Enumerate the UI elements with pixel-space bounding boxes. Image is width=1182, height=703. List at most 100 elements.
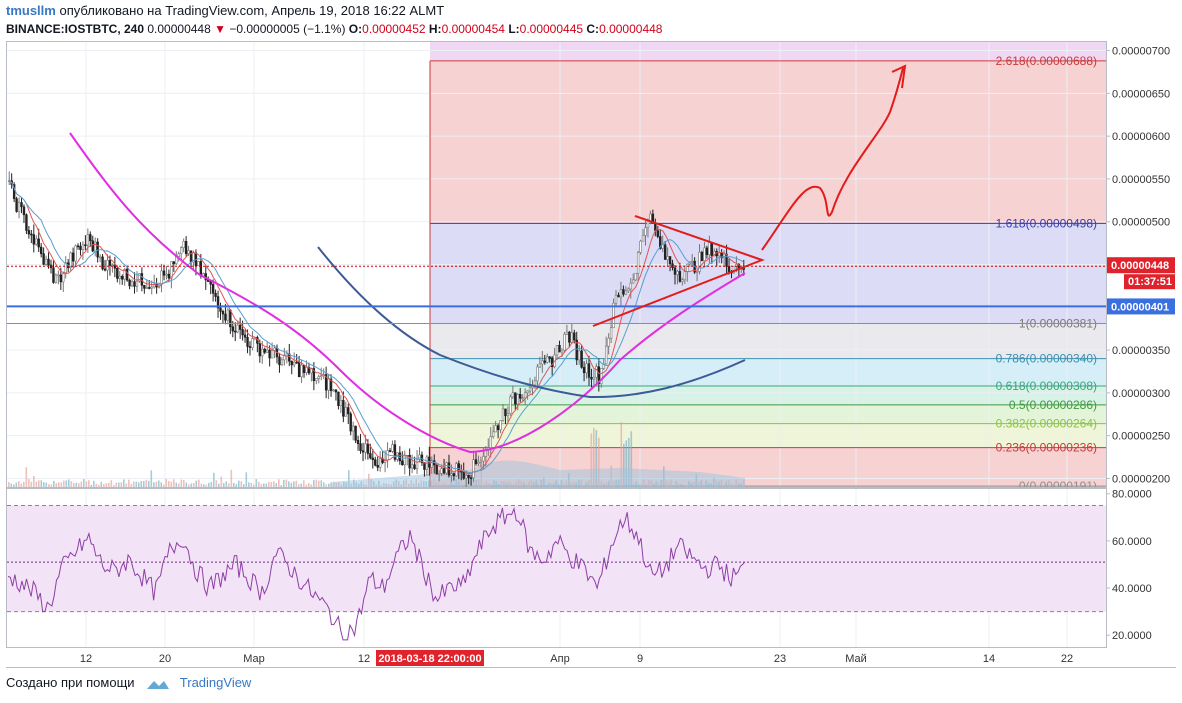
candle-body (128, 279, 131, 287)
volume-bar (8, 482, 10, 487)
candle-body (133, 281, 136, 287)
candle-body (614, 294, 618, 304)
volume-bar (215, 480, 218, 487)
candle-body (541, 360, 544, 365)
volume-bar (195, 480, 198, 487)
candle-body (170, 261, 173, 279)
candle-body (236, 324, 239, 333)
candle-body (415, 459, 419, 470)
volume-bar (68, 479, 70, 487)
candle-body (619, 289, 623, 298)
candle-body (401, 460, 404, 466)
x-tick-label: 23 (774, 653, 786, 665)
volume-bar (218, 483, 220, 487)
candle-body (349, 413, 352, 432)
candle-body (44, 258, 48, 265)
candle-body (710, 242, 714, 257)
candle-body (632, 279, 635, 284)
tradingview-logo-icon[interactable] (146, 677, 170, 691)
volume-bar (210, 482, 213, 487)
volume-bar (28, 478, 30, 487)
candle-body (89, 234, 92, 242)
volume-bar (155, 481, 158, 487)
volume-bar (260, 484, 263, 487)
symbol-name[interactable]: BINANCE:IOSTBTC, 240 (6, 22, 145, 36)
candle-body (641, 235, 645, 242)
candle-body (248, 346, 252, 348)
candle-body (452, 473, 456, 477)
volume-bar (213, 472, 215, 487)
candle-body (246, 337, 249, 347)
volume-bar (23, 481, 25, 487)
candle-body (612, 302, 615, 329)
volume-bar (38, 480, 40, 487)
candle-body (700, 251, 704, 262)
volume-bar (90, 484, 93, 487)
candle-body (666, 256, 669, 260)
y-tick-label: 0.00000200 (1112, 473, 1170, 485)
candle-body (297, 361, 301, 378)
candle-body (602, 363, 605, 369)
candle-body (216, 296, 220, 309)
candle-body (344, 407, 347, 417)
candle-body (430, 460, 433, 468)
main-pane-frame (6, 41, 1107, 488)
candle-body (71, 252, 75, 262)
volume-bar (80, 481, 83, 487)
chart-publish-info: tmusllm опубликовано на TradingView.com,… (6, 3, 444, 19)
volume-bar (20, 483, 23, 487)
candle-body (54, 274, 58, 283)
volume-bar (190, 483, 193, 487)
candle-body (501, 408, 505, 421)
candle-body (573, 332, 576, 341)
candle-body (722, 253, 726, 259)
candle-body (27, 230, 31, 235)
candle-body (698, 251, 701, 272)
candle-body (364, 443, 367, 453)
candle-body (383, 459, 387, 463)
candle-body (258, 343, 262, 357)
candle-body (634, 272, 637, 281)
candle-body (182, 241, 185, 248)
candle-body (624, 290, 628, 295)
candle-body (226, 309, 230, 321)
volume-bar (100, 481, 103, 487)
candle-body (585, 363, 588, 374)
candle-body (499, 420, 502, 431)
candle-body (366, 443, 370, 454)
volume-bar (70, 481, 73, 487)
volume-bar (593, 427, 595, 487)
volume-bar (133, 481, 135, 487)
candle-body (317, 376, 320, 379)
author-username[interactable]: tmusllm (6, 3, 56, 18)
candle-body (676, 271, 679, 275)
candle-body (681, 279, 684, 282)
candle-body (482, 456, 485, 462)
candle-body (231, 326, 234, 332)
volume-bar (220, 476, 223, 487)
volume-bar (88, 480, 90, 487)
candle-body (241, 329, 244, 336)
candle-body (106, 259, 109, 271)
current-price-label: 0.00000448 (1111, 260, 1169, 272)
candle-body (263, 348, 266, 353)
candle-body (410, 464, 414, 469)
candle-body (469, 477, 473, 480)
candle-body (123, 268, 126, 280)
volume-bar (300, 483, 303, 487)
candle-body (69, 252, 72, 269)
candle-body (617, 294, 620, 298)
candle-body (64, 262, 67, 275)
candle-body (189, 250, 193, 263)
candle-body (290, 360, 293, 366)
volume-bar (165, 479, 168, 487)
volume-bar (60, 482, 63, 487)
volume-bar (623, 443, 625, 487)
tradingview-brand[interactable]: TradingView (179, 675, 252, 690)
candle-body (192, 252, 195, 263)
candle-body (678, 271, 682, 282)
x-tick-label: 20 (159, 653, 171, 665)
volume-bar (48, 484, 50, 487)
volume-bar (170, 481, 173, 487)
